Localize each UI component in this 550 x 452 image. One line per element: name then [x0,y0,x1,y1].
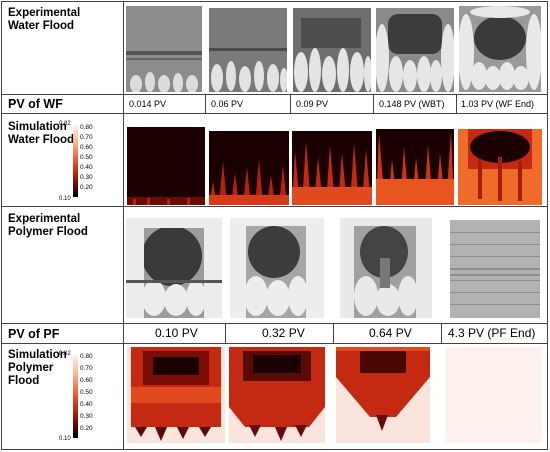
pv-pf-divider [333,323,334,343]
wf-colorbar-tick: 0.80 [80,124,93,131]
pv-of-pf-label: PV of PF [8,327,60,341]
pf-colorbar-tick: 0.30 [80,413,93,420]
experimental-wf-image-4 [376,8,454,92]
pf-colorbar-min: 0.10 [59,436,71,442]
row-divider [1,113,548,114]
simulation-wf-image-3 [292,131,372,205]
wf-colorbar-tick: 0.60 [80,144,93,151]
experimental-pf-image-1 [126,218,222,318]
pv-wf-value: 1.03 PV (WF End) [461,99,535,109]
experimental-water-flood-label: Experimental Water Flood [8,7,81,32]
simulation-water-flood-label: Simulation Water Flood [8,121,75,146]
experimental-pf-image-4 [450,220,540,318]
pv-wf-value: 0.06 PV [211,99,244,109]
simulation-wf-image-2 [209,131,289,205]
wf-colorbar-tick: 0.70 [80,134,93,141]
experimental-wf-image-1 [126,6,202,92]
column-divider [123,1,124,450]
wf-colorbar-tick: 0.40 [80,164,93,171]
row-divider [1,343,548,344]
pv-pf-value: 4.3 PV (PF End) [448,326,536,340]
wf-colorbar-tick: 0.50 [80,154,93,161]
pv-wf-divider [373,94,374,113]
pv-wf-value: 0.014 PV [129,99,167,109]
experimental-wf-image-5 [459,6,541,92]
pf-colorbar-tick: 0.50 [80,389,93,396]
experimental-polymer-flood-label: Experimental Polymer Flood [8,213,88,238]
pf-colorbar-tick: 0.70 [80,365,93,372]
row-divider [1,94,548,95]
wf-colorbar-tick: 0.30 [80,174,93,181]
wf-colorbar-min: 0.10 [59,196,71,202]
pv-pf-divider [225,323,226,343]
pf-colorbar-tick: 0.40 [80,401,93,408]
pf-colorbar-tick: 0.60 [80,377,93,384]
pf-colorbar-tick: 0.80 [80,353,93,360]
simulation-pf-image-3 [336,347,430,443]
row-divider [1,323,548,324]
simulation-wf-image-5 [458,129,542,205]
pf-colorbar-max: 0.82 [59,351,71,357]
pv-wf-value: 0.148 PV (WBT) [379,99,445,109]
pv-wf-divider [290,94,291,113]
wf-colorbar [73,125,78,197]
simulation-pf-image-4 [446,347,542,443]
experimental-pf-image-2 [230,218,324,318]
experimental-wf-image-3 [293,8,371,92]
experimental-wf-image-2 [209,8,287,92]
pv-wf-value: 0.09 PV [296,99,329,109]
pv-wf-divider [205,94,206,113]
pf-colorbar [73,354,78,438]
pf-colorbar-tick: 0.20 [80,425,93,432]
simulation-wf-image-1 [127,127,205,205]
experimental-pf-image-3 [340,218,432,318]
simulation-wf-image-4 [376,129,454,205]
simulation-pf-image-1 [127,347,225,443]
pv-pf-value: 0.32 PV [262,326,305,340]
row-divider [1,206,548,207]
simulation-pf-image-2 [229,347,325,443]
pv-of-wf-label: PV of WF [8,97,63,111]
wf-colorbar-tick: 0.20 [80,184,93,191]
pv-pf-divider [441,323,442,343]
pv-pf-value: 0.64 PV [369,326,412,340]
pv-wf-divider [456,94,457,113]
pv-pf-value: 0.10 PV [155,326,198,340]
simulation-polymer-flood-label: Simulation Polymer Flood [8,349,67,387]
wf-colorbar-max: 0.82 [59,121,71,127]
